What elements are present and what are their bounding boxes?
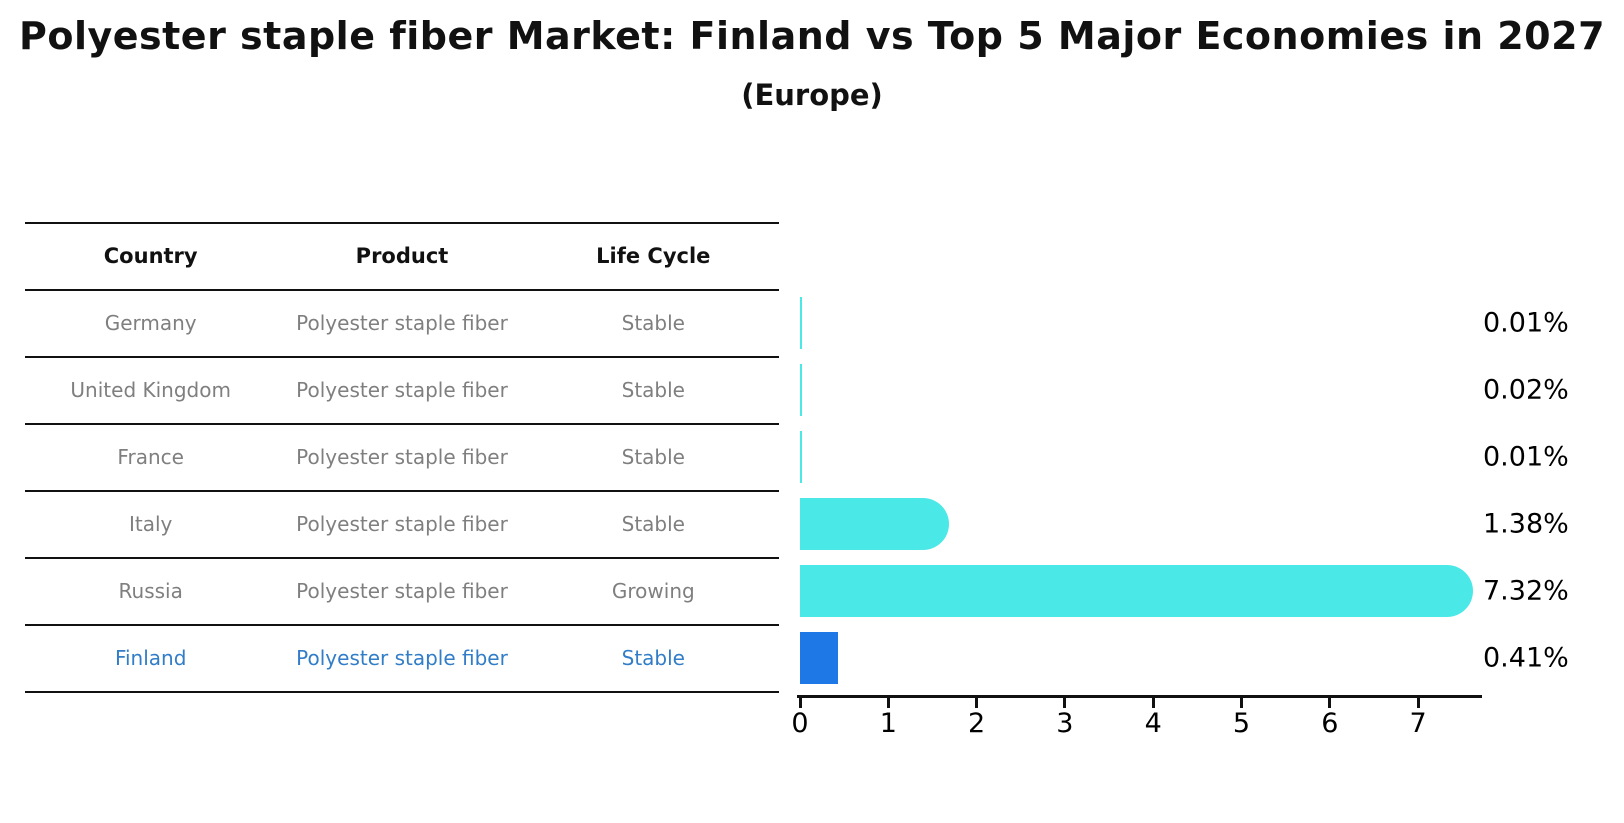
table-cell-product: Polyester staple fiber xyxy=(296,310,508,335)
table-header-product: Product xyxy=(355,243,449,268)
x-tick-label: 7 xyxy=(1409,708,1427,739)
bar-value-label: 0.01% xyxy=(1483,307,1569,338)
table-cell-product: Polyester staple fiber xyxy=(296,377,508,402)
x-tick-mark xyxy=(1416,698,1420,708)
x-tick-mark xyxy=(886,698,890,708)
x-tick-label: 3 xyxy=(1056,708,1074,739)
chart-title: Polyester staple fiber Market: Finland v… xyxy=(18,14,1606,58)
table-cell-product: Polyester staple fiber xyxy=(296,444,508,469)
table-cell-product: Polyester staple fiber xyxy=(296,511,508,536)
table-rule xyxy=(25,222,779,224)
bar-value-label: 0.02% xyxy=(1483,374,1569,405)
table-cell-country: United Kingdom xyxy=(70,377,231,402)
bar-italy xyxy=(800,497,949,550)
table-cell-country: Finland xyxy=(114,645,187,670)
x-axis-line xyxy=(797,695,1482,698)
bar-value-label: 1.38% xyxy=(1483,508,1569,539)
x-tick-mark xyxy=(1240,698,1243,708)
table-cell-country: Russia xyxy=(118,578,183,603)
table-cell-life_cycle: Stable xyxy=(621,511,685,536)
x-tick-label: 0 xyxy=(791,708,809,739)
table-cell-product: Polyester staple fiber xyxy=(296,578,508,603)
table-rule xyxy=(25,624,779,626)
bar-russia xyxy=(800,564,1474,617)
x-tick-mark xyxy=(975,698,979,708)
bar-value-label: 7.32% xyxy=(1483,575,1569,606)
bar-france xyxy=(800,430,802,483)
table-cell-country: Italy xyxy=(128,511,173,536)
x-tick-label: 1 xyxy=(879,708,897,739)
table-rule xyxy=(25,557,779,559)
table-header-life-cycle: Life Cycle xyxy=(596,243,711,268)
table-rule xyxy=(25,423,779,425)
table-rule xyxy=(25,289,779,291)
table-cell-country: France xyxy=(117,444,184,469)
table-rule xyxy=(25,490,779,492)
table-cell-product: Polyester staple fiber xyxy=(296,645,508,670)
bar-germany xyxy=(800,296,802,349)
table-rule xyxy=(25,356,779,358)
table-rule xyxy=(25,691,779,693)
table-cell-life_cycle: Stable xyxy=(621,645,685,670)
x-tick-mark xyxy=(1063,698,1067,708)
table-header-country: Country xyxy=(103,243,198,268)
x-tick-mark xyxy=(1328,698,1332,708)
table-cell-life_cycle: Stable xyxy=(621,310,685,335)
bar-finland xyxy=(800,631,839,684)
chart-subtitle: (Europe) xyxy=(741,78,883,112)
table-cell-life_cycle: Stable xyxy=(621,444,685,469)
x-tick-label: 2 xyxy=(968,708,986,739)
x-tick-mark xyxy=(798,698,802,708)
x-tick-mark xyxy=(1151,698,1155,708)
table-cell-life_cycle: Growing xyxy=(611,578,695,603)
bar-united-kingdom xyxy=(800,363,802,416)
table-cell-life_cycle: Stable xyxy=(621,377,685,402)
bar-value-label: 0.41% xyxy=(1483,642,1569,673)
x-tick-label: 4 xyxy=(1144,708,1162,739)
x-tick-label: 5 xyxy=(1232,708,1251,739)
bar-value-label: 0.01% xyxy=(1483,441,1569,472)
table-cell-country: Germany xyxy=(104,310,197,335)
x-tick-label: 6 xyxy=(1321,708,1339,739)
